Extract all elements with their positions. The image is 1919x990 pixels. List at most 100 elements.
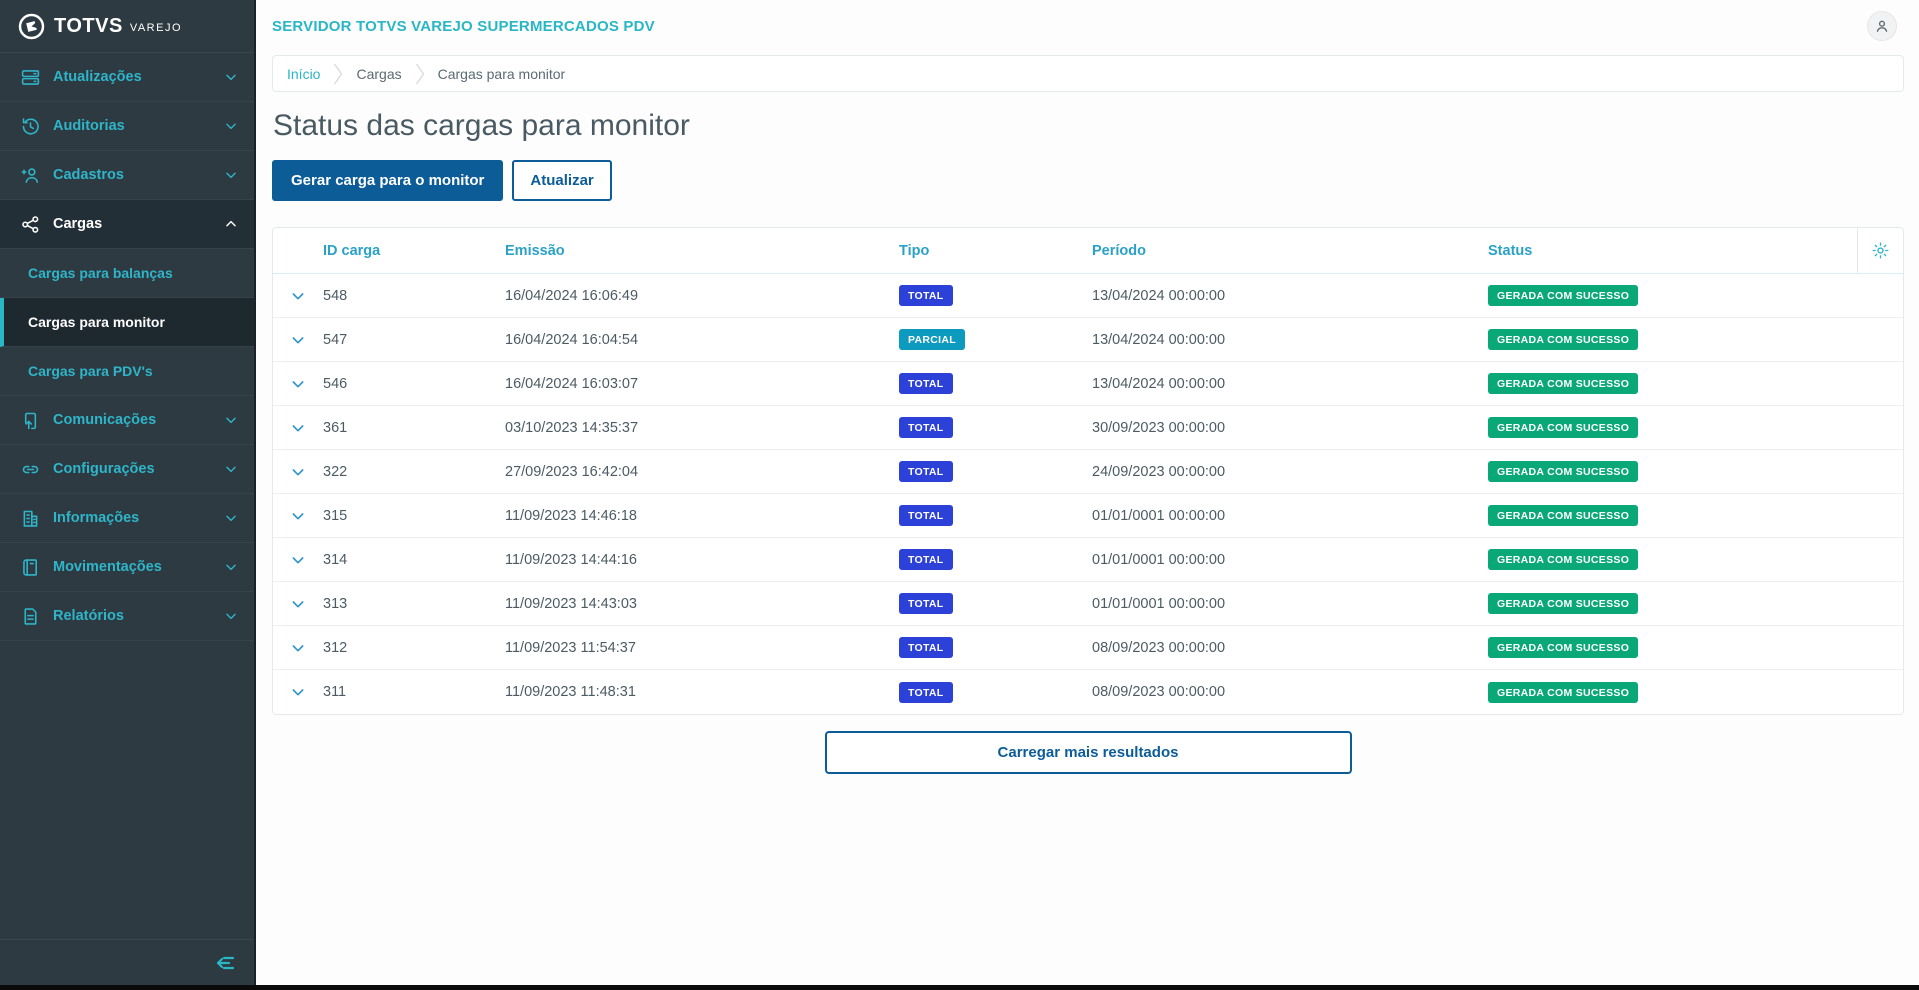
row-expand-chevron-icon[interactable] (273, 684, 323, 700)
cell-periodo: 13/04/2024 00:00:00 (1092, 287, 1226, 304)
sidebar-subitem-cargas-para-monitor[interactable]: Cargas para monitor (0, 298, 254, 347)
cell-tipo: TOTAL (899, 593, 1092, 614)
row-expand-chevron-icon[interactable] (273, 332, 323, 348)
status-badge: GERADA COM SUCESSO (1488, 637, 1639, 658)
avatar[interactable] (1867, 11, 1897, 41)
building-icon (20, 507, 42, 529)
cell-periodo: 08/09/2023 00:00:00 (1092, 639, 1226, 656)
cell-emissao: 11/09/2023 11:54:37 (505, 639, 636, 656)
link-icon (20, 458, 42, 480)
cell-id: 312 (323, 639, 348, 656)
cell-tipo: TOTAL (899, 285, 1092, 306)
user-plus-icon (20, 164, 42, 186)
refresh-button[interactable]: Atualizar (512, 160, 612, 201)
column-header-periodo[interactable]: Período (1092, 242, 1146, 259)
breadcrumb-cargas[interactable]: Cargas (356, 65, 402, 82)
row-expand-chevron-icon[interactable] (273, 376, 323, 392)
tipo-badge: PARCIAL (899, 329, 965, 350)
cell-status: GERADA COM SUCESSO (1488, 505, 1857, 526)
row-expand-chevron-icon[interactable] (273, 464, 323, 480)
cell-emissao: 11/09/2023 14:43:03 (505, 595, 637, 612)
table-row: 361 03/10/2023 14:35:37 TOTAL 30/09/2023… (273, 406, 1903, 450)
row-expand-chevron-icon[interactable] (273, 508, 323, 524)
cell-id: 314 (323, 551, 348, 568)
sidebar-item-cadastros[interactable]: Cadastros (0, 151, 254, 200)
sidebar-subitem-label: Cargas para PDV's (28, 363, 153, 379)
chevron-down-icon (224, 70, 238, 84)
cell-tipo: TOTAL (899, 549, 1092, 570)
sidebar-item-label: Informações (53, 510, 140, 526)
logo-brand-text: TOTVS (54, 14, 123, 37)
row-expand-chevron-icon[interactable] (273, 640, 323, 656)
status-badge: GERADA COM SUCESSO (1488, 329, 1639, 350)
breadcrumb-separator-icon (333, 62, 343, 86)
row-expand-chevron-icon[interactable] (273, 420, 323, 436)
tipo-badge: TOTAL (899, 417, 953, 438)
server-title: SERVIDOR TOTVS VAREJO SUPERMERCADOS PDV (272, 17, 655, 35)
tipo-badge: TOTAL (899, 681, 953, 703)
cell-id: 311 (323, 684, 347, 700)
sidebar-item-configuracoes[interactable]: Configurações (0, 445, 254, 494)
breadcrumb-inicio[interactable]: Início (287, 65, 321, 82)
cell-tipo: TOTAL (899, 681, 1092, 703)
sidebar-subitem-cargas-para-pdvs[interactable]: Cargas para PDV's (0, 347, 254, 396)
sidebar-item-label: Movimentações (53, 559, 162, 575)
sidebar-item-label: Auditorias (53, 118, 125, 134)
row-expand-chevron-icon[interactable] (273, 288, 323, 304)
cell-status: GERADA COM SUCESSO (1488, 373, 1857, 394)
column-header-tipo[interactable]: Tipo (899, 242, 930, 259)
chevron-down-icon (224, 609, 238, 623)
cell-emissao: 16/04/2024 16:04:54 (505, 331, 639, 348)
sidebar-item-label: Cadastros (53, 167, 124, 183)
sidebar-item-label: Relatórios (53, 608, 124, 624)
status-badge: GERADA COM SUCESSO (1488, 505, 1639, 526)
cell-tipo: TOTAL (899, 417, 1092, 438)
totvs-logo[interactable]: TOTVS VAREJO (0, 0, 254, 53)
sidebar-item-relatorios[interactable]: Relatórios (0, 592, 254, 641)
table-settings-gear-icon[interactable] (1857, 228, 1903, 273)
table-row: 311 11/09/2023 11:48:31 TOTAL 08/09/2023… (273, 670, 1903, 714)
totvs-logo-icon (18, 13, 45, 40)
status-badge: GERADA COM SUCESSO (1488, 461, 1639, 482)
cell-status: GERADA COM SUCESSO (1488, 461, 1857, 482)
cell-emissao: 11/09/2023 14:46:18 (505, 507, 637, 524)
cell-emissao: 11/09/2023 14:44:16 (505, 551, 637, 568)
table-row: 547 16/04/2024 16:04:54 PARCIAL 13/04/20… (273, 318, 1903, 362)
sidebar-item-atualizacoes[interactable]: Atualizações (0, 53, 254, 102)
cell-status: GERADA COM SUCESSO (1488, 285, 1857, 306)
cell-status: GERADA COM SUCESSO (1488, 593, 1857, 614)
status-badge: GERADA COM SUCESSO (1488, 417, 1639, 438)
user-icon (1876, 20, 1888, 32)
share-icon (20, 213, 42, 235)
cell-emissao: 03/10/2023 14:35:37 (505, 419, 639, 436)
cell-tipo: TOTAL (899, 637, 1092, 658)
table-row: 312 11/09/2023 11:54:37 TOTAL 08/09/2023… (273, 626, 1903, 670)
load-more-results-button[interactable]: Carregar mais resultados (824, 731, 1352, 774)
sidebar-item-comunicacoes[interactable]: Comunicações (0, 396, 254, 445)
tipo-badge: TOTAL (899, 637, 953, 658)
main-area: SERVIDOR TOTVS VAREJO SUPERMERCADOS PDV … (256, 0, 1919, 985)
row-expand-chevron-icon[interactable] (273, 596, 323, 612)
column-header-id[interactable]: ID carga (323, 242, 381, 259)
status-badge: GERADA COM SUCESSO (1488, 373, 1639, 394)
column-header-emissao[interactable]: Emissão (505, 242, 565, 259)
cell-status: GERADA COM SUCESSO (1488, 681, 1857, 703)
sidebar-item-cargas[interactable]: Cargas (0, 200, 254, 249)
sidebar-item-movimentacoes[interactable]: Movimentações (0, 543, 254, 592)
sidebar-item-informacoes[interactable]: Informações (0, 494, 254, 543)
chevron-down-icon (224, 119, 238, 133)
row-expand-chevron-icon[interactable] (273, 552, 323, 568)
generate-load-button[interactable]: Gerar carga para o monitor (272, 160, 504, 201)
collapse-sidebar-icon[interactable] (214, 951, 238, 975)
column-header-status[interactable]: Status (1488, 242, 1533, 259)
cell-status: GERADA COM SUCESSO (1488, 549, 1857, 570)
cell-periodo: 01/01/0001 00:00:00 (1092, 507, 1226, 524)
table-header-row: ID carga Emissão Tipo Período Status (273, 228, 1903, 274)
cell-status: GERADA COM SUCESSO (1488, 417, 1857, 438)
bottom-edge-strip (0, 985, 1919, 990)
tipo-badge: TOTAL (899, 461, 953, 482)
history-icon (20, 115, 42, 137)
sidebar-subitem-cargas-para-balancas[interactable]: Cargas para balanças (0, 249, 254, 298)
sidebar-item-auditorias[interactable]: Auditorias (0, 102, 254, 151)
